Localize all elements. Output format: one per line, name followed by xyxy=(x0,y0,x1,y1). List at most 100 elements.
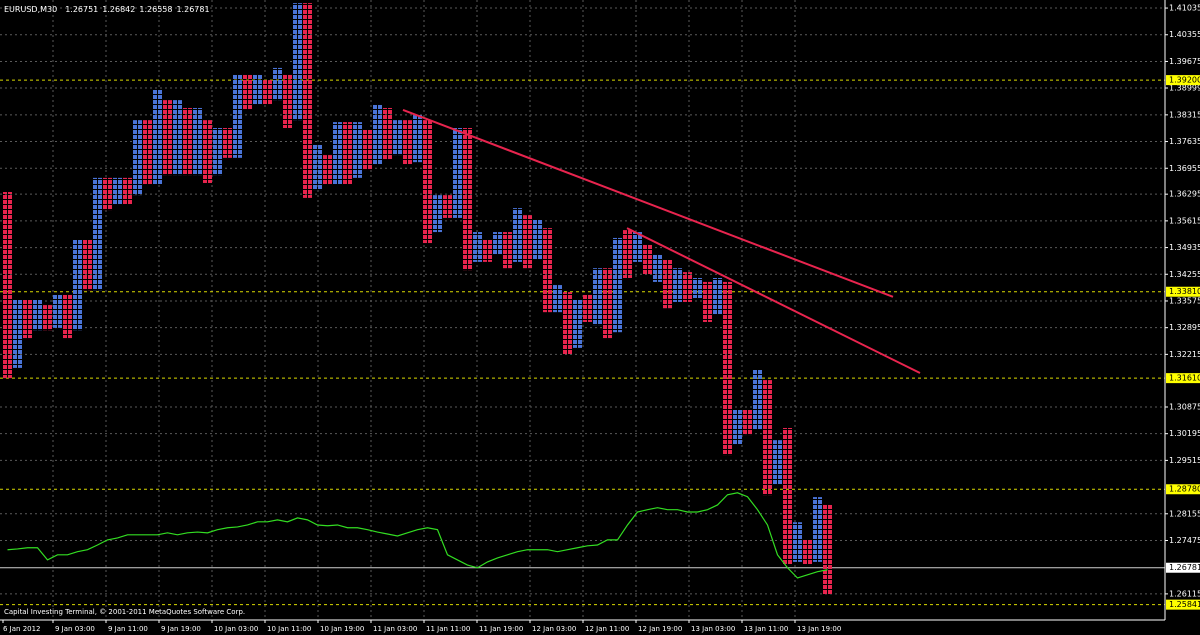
up-column xyxy=(433,195,442,233)
down-column xyxy=(723,281,732,456)
up-column xyxy=(713,277,722,315)
level-label-box xyxy=(1166,286,1200,297)
down-column xyxy=(483,239,492,262)
up-column xyxy=(413,115,422,163)
down-column xyxy=(763,380,772,496)
grid xyxy=(0,0,1165,620)
y-tick-label: 1.36295 xyxy=(1169,190,1200,199)
up-column xyxy=(213,128,222,176)
down-column xyxy=(443,195,452,218)
y-tick-label: 1.38315 xyxy=(1169,110,1200,119)
up-column xyxy=(553,285,562,313)
y-tick-label: 1.32215 xyxy=(1169,350,1200,359)
up-column xyxy=(153,89,162,185)
up-column xyxy=(53,294,62,328)
up-column xyxy=(13,299,22,368)
up-column xyxy=(93,177,102,291)
x-tick-label: 10 Jan 03:00 xyxy=(214,625,258,633)
up-column xyxy=(353,122,362,178)
footer: Capital Investing Terminal, © 2001-2011 … xyxy=(4,608,245,616)
down-column xyxy=(303,3,312,198)
down-column xyxy=(703,281,712,322)
up-column xyxy=(493,232,502,255)
down-column xyxy=(163,100,172,176)
y-tick-label: 1.33575 xyxy=(1169,296,1200,305)
down-column xyxy=(363,129,372,171)
down-column xyxy=(683,272,692,302)
up-column xyxy=(273,67,282,101)
y-tick-label: 1.29515 xyxy=(1169,456,1200,465)
level-label-box xyxy=(1166,373,1200,384)
up-column xyxy=(293,3,302,121)
ohlc-value: 1.26781 xyxy=(176,5,209,14)
y-tick-label: 1.41035 xyxy=(1169,4,1200,13)
y-tick-label: 1.38999 xyxy=(1169,83,1200,92)
x-tick-label: 13 Jan 11:00 xyxy=(744,625,788,633)
down-column xyxy=(263,80,272,105)
up-column xyxy=(453,128,462,218)
level-label-box xyxy=(1166,75,1200,86)
down-column xyxy=(583,294,592,322)
level-label: 1.25841 xyxy=(1169,600,1200,609)
current-price-box xyxy=(1166,562,1200,573)
down-column xyxy=(743,409,752,436)
up-column xyxy=(613,237,622,333)
up-column xyxy=(113,177,122,205)
up-column xyxy=(793,522,802,562)
down-column xyxy=(803,539,812,566)
y-tick-label: 1.40355 xyxy=(1169,30,1200,39)
ohlc-value: 1.26751 xyxy=(65,5,98,14)
down-column xyxy=(403,120,412,165)
down-column xyxy=(123,177,132,205)
y-tick-label: 1.39675 xyxy=(1169,57,1200,66)
x-tick-label: 11 Jan 19:00 xyxy=(479,625,523,633)
marks xyxy=(3,3,921,595)
x-tick-label: 12 Jan 11:00 xyxy=(585,625,629,633)
y-tick-label: 1.34255 xyxy=(1169,270,1200,279)
x-tick-label: 11 Jan 03:00 xyxy=(373,625,417,633)
y-tick-label: 1.32895 xyxy=(1169,323,1200,332)
header: EURUSD,M30 1.26751 1.26842 1.26558 1.26781 xyxy=(4,5,210,14)
x-tick-label: 13 Jan 19:00 xyxy=(797,625,841,633)
down-column xyxy=(563,292,572,355)
down-column xyxy=(83,239,92,291)
down-column xyxy=(143,120,152,185)
symbol: EURUSD,M30 xyxy=(4,5,57,14)
y-tick-label: 1.34935 xyxy=(1169,243,1200,252)
down-column xyxy=(243,74,252,110)
up-column xyxy=(473,232,482,262)
up-column xyxy=(633,232,642,262)
level-label: 1.31610 xyxy=(1169,374,1200,383)
indicator-line xyxy=(7,492,828,579)
down-column xyxy=(423,120,432,244)
x-tick-label: 9 Jan 19:00 xyxy=(161,625,201,633)
up-column xyxy=(593,268,602,326)
y-tick-label: 1.26115 xyxy=(1169,589,1200,598)
down-column xyxy=(103,177,112,211)
up-column xyxy=(33,299,42,331)
down-column xyxy=(503,232,512,269)
x-tick-label: 13 Jan 03:00 xyxy=(691,625,735,633)
level-label-box xyxy=(1166,484,1200,495)
up-column xyxy=(333,122,342,185)
x-tick-label: 6 Jan 2012 xyxy=(3,625,41,633)
down-column xyxy=(223,128,232,158)
up-column xyxy=(233,74,242,158)
up-column xyxy=(313,144,322,191)
y-tick-label: 1.36955 xyxy=(1169,164,1200,173)
down-column xyxy=(323,155,332,185)
down-column xyxy=(523,215,532,269)
y-tick-label: 1.35615 xyxy=(1169,216,1200,225)
ohlc-value: 1.26558 xyxy=(139,5,172,14)
down-column xyxy=(183,107,192,176)
level-label-box xyxy=(1166,599,1200,610)
up-column xyxy=(773,440,782,485)
y-tick-label: 1.30875 xyxy=(1169,402,1200,411)
x-tick-label: 12 Jan 03:00 xyxy=(532,625,576,633)
ohlc-value: 1.26842 xyxy=(102,5,135,14)
trendline xyxy=(626,227,921,374)
up-column xyxy=(673,268,682,302)
down-column xyxy=(543,228,552,313)
up-column xyxy=(753,369,762,430)
